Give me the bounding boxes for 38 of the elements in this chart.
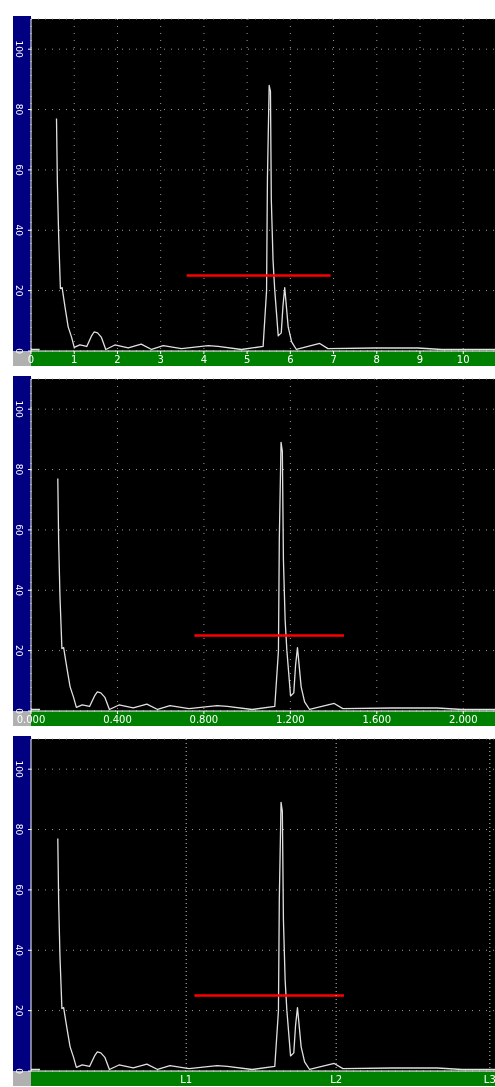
x-tick-label: 0 xyxy=(27,354,35,366)
y-tick-label: 60 xyxy=(14,524,24,536)
ref-line-label: L1 xyxy=(180,1074,193,1085)
x-tick-label: 0.800 xyxy=(189,714,219,726)
y-tick-label: 100 xyxy=(14,40,24,59)
y-tick-label: 80 xyxy=(14,103,24,116)
x-tick-label: 1.200 xyxy=(276,714,305,726)
y-tick-label: 40 xyxy=(14,224,24,237)
y-tick-label: 100 xyxy=(14,760,24,779)
ref-line-label: L2 xyxy=(330,1074,343,1085)
x-tick-label: 3 xyxy=(157,354,164,366)
x-tick-label: 1 xyxy=(71,354,78,366)
y-tick-label: 60 xyxy=(14,164,24,176)
y-tick-label: 20 xyxy=(14,644,24,657)
y-tick-label: 0 xyxy=(14,1068,24,1075)
y-tick-label: 40 xyxy=(14,584,24,597)
y-tick-label: 0 xyxy=(14,348,24,355)
ref-line-label: L3 xyxy=(483,1074,495,1085)
x-tick-label: 9 xyxy=(416,354,424,366)
y-tick-label: 40 xyxy=(14,944,24,957)
y-tick-label: 20 xyxy=(14,1004,24,1017)
x-tick-label: 1.600 xyxy=(362,714,392,726)
x-tick-label: 0.400 xyxy=(103,714,132,726)
y-tick-label: 80 xyxy=(14,463,24,476)
x-tick-label: 8 xyxy=(373,354,380,366)
y-tick-label: 100 xyxy=(14,400,24,419)
x-tick-label: 4 xyxy=(200,354,208,366)
y-tick-label: 60 xyxy=(14,884,24,896)
y-tick-label: 0 xyxy=(14,708,24,715)
x-tick-label: 5 xyxy=(243,354,251,366)
y-tick-label: 20 xyxy=(14,284,24,297)
y-tick-label: 80 xyxy=(14,823,24,836)
x-tick-label: 2 xyxy=(114,354,121,366)
x-tick-label: 6 xyxy=(287,354,294,366)
x-tick-label: 7 xyxy=(330,354,337,366)
x-tick-label: 2.000 xyxy=(448,714,478,726)
x-tick-label: 0.000 xyxy=(16,714,46,726)
x-tick-label: 10 xyxy=(456,354,470,366)
